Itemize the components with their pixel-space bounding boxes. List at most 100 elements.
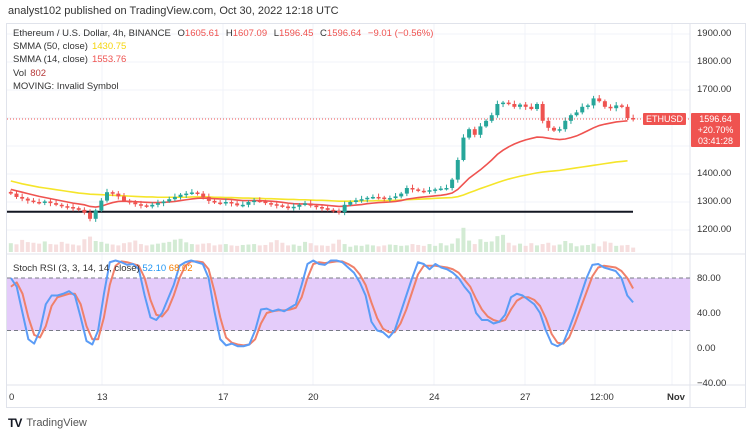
- volume-bar: [336, 239, 341, 252]
- candle-body: [297, 204, 302, 207]
- volume-bar: [314, 245, 319, 252]
- candle-body: [240, 204, 245, 207]
- high-value: 1607.09: [232, 28, 268, 39]
- volume-bar: [297, 245, 302, 252]
- volume-bar: [365, 244, 370, 252]
- moving-legend[interactable]: MOVING: Invalid Symbol: [13, 81, 119, 92]
- volume-bar: [257, 245, 262, 252]
- candle-body: [359, 199, 364, 201]
- candle-body: [31, 200, 36, 203]
- volume-bar: [393, 244, 398, 252]
- candle-body: [71, 207, 76, 209]
- candle-body: [495, 104, 500, 116]
- volume-bar: [353, 245, 358, 252]
- volume-bar: [229, 245, 234, 252]
- stoch-k-value: 52.10: [142, 263, 167, 274]
- candle-body: [546, 120, 551, 128]
- volume-bar: [325, 245, 330, 252]
- candle-body: [450, 179, 455, 188]
- volume-bar: [269, 242, 274, 252]
- volume-bar: [438, 243, 443, 252]
- low-value: 1596.45: [279, 28, 314, 39]
- smma50-legend[interactable]: SMMA (50, close) 1430.75: [13, 41, 127, 52]
- candle-body: [59, 204, 64, 207]
- candle-body: [472, 129, 477, 135]
- stoch-d-line: [10, 260, 634, 347]
- price-tick: 1200.00: [697, 224, 732, 235]
- volume-bar: [218, 244, 223, 252]
- volume-bar: [534, 245, 539, 252]
- volume-bar: [161, 242, 166, 252]
- volume-bar: [421, 245, 426, 252]
- candle-body: [489, 115, 494, 121]
- volume-bar: [518, 243, 523, 252]
- volume-bar: [444, 245, 449, 252]
- volume-bar: [631, 247, 636, 252]
- volume-bar: [223, 244, 228, 252]
- candle-body: [614, 105, 619, 109]
- candle-body: [105, 192, 110, 201]
- candle-body: [184, 193, 189, 196]
- price-tick: 1900.00: [697, 28, 732, 39]
- volume-bar: [614, 245, 619, 252]
- candle-body: [529, 106, 534, 110]
- volume-bar: [14, 244, 19, 252]
- volume-bar: [427, 244, 432, 252]
- smma50-line: [10, 160, 628, 202]
- candle-body: [99, 200, 104, 211]
- volume-bar: [280, 242, 285, 252]
- time-tick: 13: [97, 392, 108, 403]
- candle-body: [65, 206, 70, 208]
- volume-bar: [529, 243, 534, 252]
- volume-bar: [580, 245, 585, 252]
- volume-bar: [184, 242, 189, 252]
- volume-bar: [546, 242, 551, 252]
- stoch-tick: 40.00: [697, 308, 721, 319]
- volume-bar: [450, 243, 455, 252]
- candle-body: [20, 196, 25, 199]
- volume-bar: [31, 242, 36, 252]
- volume-bar: [585, 244, 590, 252]
- volume-bar: [597, 246, 602, 252]
- candle-body: [25, 198, 30, 201]
- candle-body: [257, 200, 262, 203]
- candle-body: [155, 203, 160, 205]
- stoch-rsi-legend[interactable]: Stoch RSI (3, 3, 14, 14, close) 52.10 68…: [13, 263, 193, 274]
- candle-body: [631, 118, 636, 120]
- volume-bar: [25, 242, 30, 252]
- candle-body: [172, 196, 177, 200]
- volume-bar: [512, 245, 517, 252]
- stoch-k-line: [10, 259, 634, 348]
- smma14-legend[interactable]: SMMA (14, close) 1553.76: [13, 54, 127, 65]
- volume-bar: [20, 239, 25, 252]
- volume-bar: [37, 243, 42, 252]
- volume-bar: [59, 241, 64, 252]
- candle-body: [370, 196, 375, 199]
- volume-bar: [252, 244, 257, 252]
- candle-body: [93, 210, 98, 219]
- candle-body: [138, 204, 143, 206]
- candle-body: [331, 209, 336, 212]
- candle-body: [608, 106, 613, 109]
- volume-legend[interactable]: Vol 802: [13, 68, 47, 79]
- candle-body: [167, 199, 172, 202]
- volume-bar: [591, 243, 596, 252]
- candle-body: [602, 101, 607, 107]
- volume-bar: [48, 244, 53, 252]
- tradingview-branding[interactable]: TV TradingView: [8, 416, 87, 430]
- candle-body: [178, 194, 183, 197]
- candle-body: [308, 203, 313, 206]
- volume-bar: [76, 245, 81, 252]
- price-tick: 1400.00: [697, 168, 732, 179]
- volume-bar: [172, 239, 177, 252]
- change-value: −9.01 (−0.56%): [367, 28, 434, 39]
- candle-body: [399, 193, 404, 197]
- volume-bar: [404, 245, 409, 252]
- time-tick: 20: [308, 392, 319, 403]
- volume-bar: [506, 242, 511, 252]
- volume-bar: [568, 243, 573, 252]
- candle-body: [433, 189, 438, 191]
- volume-bar: [127, 242, 132, 252]
- candle-body: [280, 205, 285, 207]
